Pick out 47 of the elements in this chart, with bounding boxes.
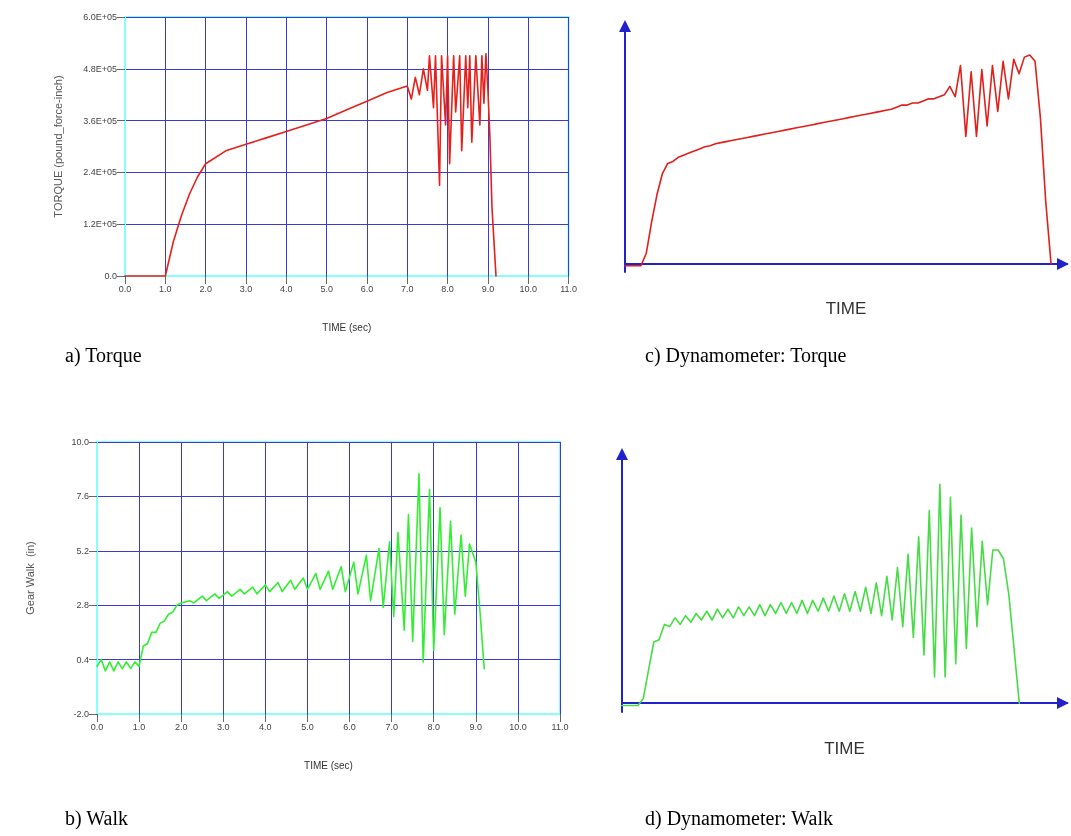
x-tick-label: 1.0: [132, 721, 146, 732]
y-tick-label: 5.2: [76, 545, 89, 556]
x-tick-label: 10.0: [519, 283, 538, 294]
y-tick-label: 3.6E+05: [83, 115, 117, 126]
x-tick-label: 10.0: [509, 721, 527, 732]
x-tick-label: 9.0: [469, 721, 483, 732]
x-axis-title: TIME (sec): [304, 759, 353, 771]
x-tick-label: 0.0: [118, 283, 132, 294]
x-tick-label: 7.0: [385, 721, 398, 732]
x-tick-label: 3.0: [239, 283, 253, 294]
x-tick-label: 11.0: [551, 721, 569, 732]
x-tick-label: 1.0: [159, 283, 172, 294]
line-series: [96, 472, 486, 672]
x-tick-label: 8.0: [427, 721, 440, 732]
x-tick-label: 6.0: [360, 283, 374, 294]
x-tick-label: 7.0: [401, 283, 414, 294]
x-tick-label: 6.0: [343, 721, 356, 732]
y-axis-title: Gear Walk (in): [23, 541, 36, 615]
y-tick-label: 2.4E+05: [83, 167, 117, 178]
y-tick-label: 7.6: [76, 491, 89, 502]
x-tick-label: 11.0: [560, 283, 578, 294]
y-axis-title: TORQUE (pound_force-inch): [51, 75, 64, 218]
text: a) Torque: [65, 344, 142, 367]
y-tick-label: 0.4: [76, 654, 89, 665]
x-tick-label: 3.0: [217, 721, 230, 732]
text: c) Dynamometer: Torque: [645, 344, 847, 367]
x-tick-label: 5.0: [301, 721, 314, 732]
text: b) Walk: [65, 807, 129, 830]
y-tick-label: 1.2E+05: [83, 219, 117, 230]
x-tick-label: 9.0: [481, 283, 495, 294]
y-tick-label: 6.0E+05: [83, 12, 117, 22]
x-axis-title: TIME: [824, 739, 865, 758]
y-tick-label: 4.8E+05: [83, 63, 117, 74]
x-tick-label: 4.0: [280, 283, 293, 294]
x-tick-label: 5.0: [320, 283, 333, 294]
line-series: [124, 52, 497, 277]
text: d) Dynamometer: Walk: [645, 807, 833, 830]
y-tick-label: -2.0: [73, 709, 89, 719]
x-axis-title: TIME (sec): [322, 321, 372, 333]
x-tick-label: 4.0: [259, 721, 272, 732]
y-tick-label: 2.8: [76, 600, 89, 611]
x-tick-label: 8.0: [441, 283, 454, 294]
y-tick-label: 0.0: [104, 271, 117, 281]
x-axis-title: TIME: [825, 299, 867, 318]
x-tick-label: 2.0: [174, 721, 188, 732]
x-tick-label: 2.0: [199, 283, 212, 294]
y-tick-label: 10.0: [71, 437, 89, 447]
